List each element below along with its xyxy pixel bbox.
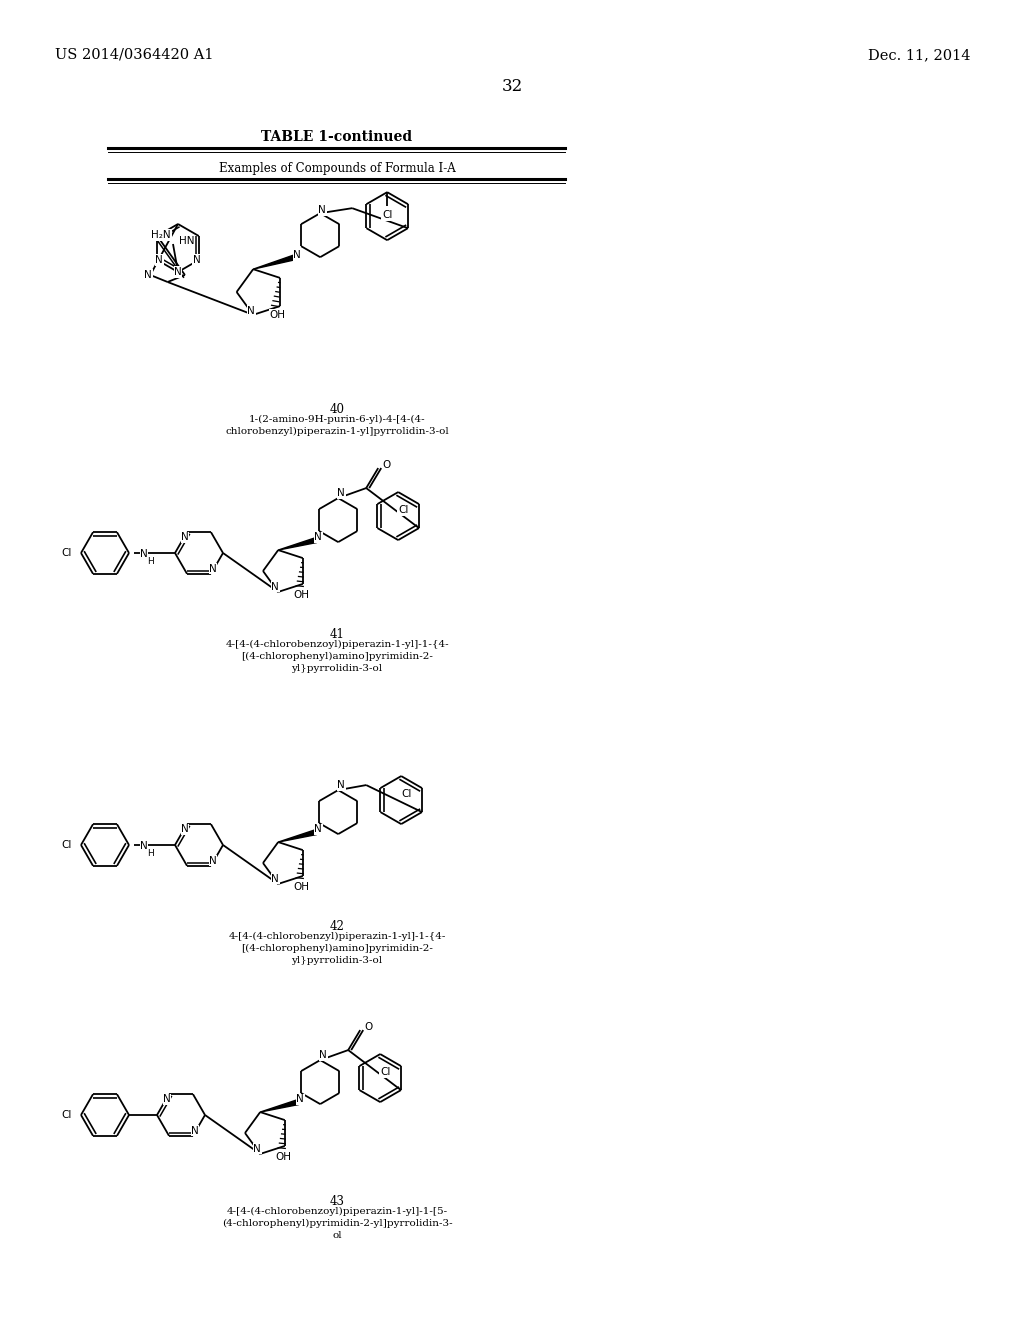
Text: N: N (296, 1094, 304, 1104)
Text: Cl: Cl (61, 840, 72, 850)
Text: Cl: Cl (61, 548, 72, 558)
Text: H: H (147, 557, 155, 565)
Text: N: N (293, 251, 301, 260)
Text: Dec. 11, 2014: Dec. 11, 2014 (867, 48, 970, 62)
Text: N: N (209, 855, 217, 866)
Polygon shape (279, 830, 316, 842)
Text: OH: OH (275, 1152, 292, 1162)
Text: 40: 40 (330, 403, 344, 416)
Text: O: O (365, 1022, 373, 1032)
Text: N: N (181, 532, 188, 543)
Text: 42: 42 (330, 920, 344, 933)
Text: Examples of Compounds of Formula I-A: Examples of Compounds of Formula I-A (219, 162, 456, 176)
Text: N: N (144, 271, 153, 280)
Text: 1-(2-amino-9H-purin-6-yl)-4-[4-(4-
chlorobenzyl)piperazin-1-yl]pyrrolidin-3-ol: 1-(2-amino-9H-purin-6-yl)-4-[4-(4- chlor… (225, 414, 449, 436)
Text: H: H (147, 849, 155, 858)
Text: N: N (314, 532, 323, 543)
Text: N: N (337, 488, 345, 498)
Text: N: N (181, 824, 188, 834)
Text: N: N (209, 564, 217, 574)
Text: 4-[4-(4-chlorobenzoyl)piperazin-1-yl]-1-[5-
(4-chlorophenyl)pyrimidin-2-yl]pyrro: 4-[4-(4-chlorobenzoyl)piperazin-1-yl]-1-… (221, 1206, 453, 1239)
Text: 4-[4-(4-chlorobenzoyl)piperazin-1-yl]-1-{4-
[(4-chlorophenyl)amino]pyrimidin-2-
: 4-[4-(4-chlorobenzoyl)piperazin-1-yl]-1-… (225, 640, 449, 673)
Text: O: O (382, 461, 390, 470)
Polygon shape (253, 255, 296, 269)
Text: Cl: Cl (382, 210, 392, 220)
Text: Cl: Cl (380, 1067, 390, 1077)
Text: N: N (248, 306, 255, 315)
Text: N: N (271, 582, 280, 591)
Text: N: N (191, 1126, 199, 1135)
Text: 32: 32 (502, 78, 522, 95)
Text: Cl: Cl (398, 506, 409, 515)
Text: N: N (253, 1144, 261, 1154)
Text: HN: HN (179, 236, 195, 246)
Polygon shape (279, 537, 316, 550)
Text: 41: 41 (330, 628, 344, 642)
Text: N: N (163, 1094, 171, 1105)
Text: 43: 43 (330, 1195, 344, 1208)
Text: OH: OH (294, 882, 310, 892)
Text: OH: OH (294, 590, 310, 601)
Text: N: N (156, 255, 163, 265)
Text: Cl: Cl (401, 789, 412, 799)
Text: N: N (193, 255, 201, 265)
Text: US 2014/0364420 A1: US 2014/0364420 A1 (55, 48, 213, 62)
Text: N: N (174, 267, 182, 277)
Text: Cl: Cl (61, 1110, 72, 1119)
Text: N: N (318, 205, 326, 215)
Polygon shape (260, 1100, 299, 1111)
Text: N: N (319, 1051, 327, 1060)
Text: N: N (337, 780, 345, 791)
Text: N: N (271, 874, 280, 884)
Text: N: N (140, 841, 147, 851)
Text: H₂N: H₂N (152, 230, 171, 240)
Text: OH: OH (269, 310, 285, 319)
Text: 4-[4-(4-chlorobenzyl)piperazin-1-yl]-1-{4-
[(4-chlorophenyl)amino]pyrimidin-2-
y: 4-[4-(4-chlorobenzyl)piperazin-1-yl]-1-{… (228, 932, 445, 965)
Text: TABLE 1-continued: TABLE 1-continued (261, 129, 413, 144)
Text: N: N (314, 824, 323, 834)
Text: N: N (140, 549, 147, 558)
